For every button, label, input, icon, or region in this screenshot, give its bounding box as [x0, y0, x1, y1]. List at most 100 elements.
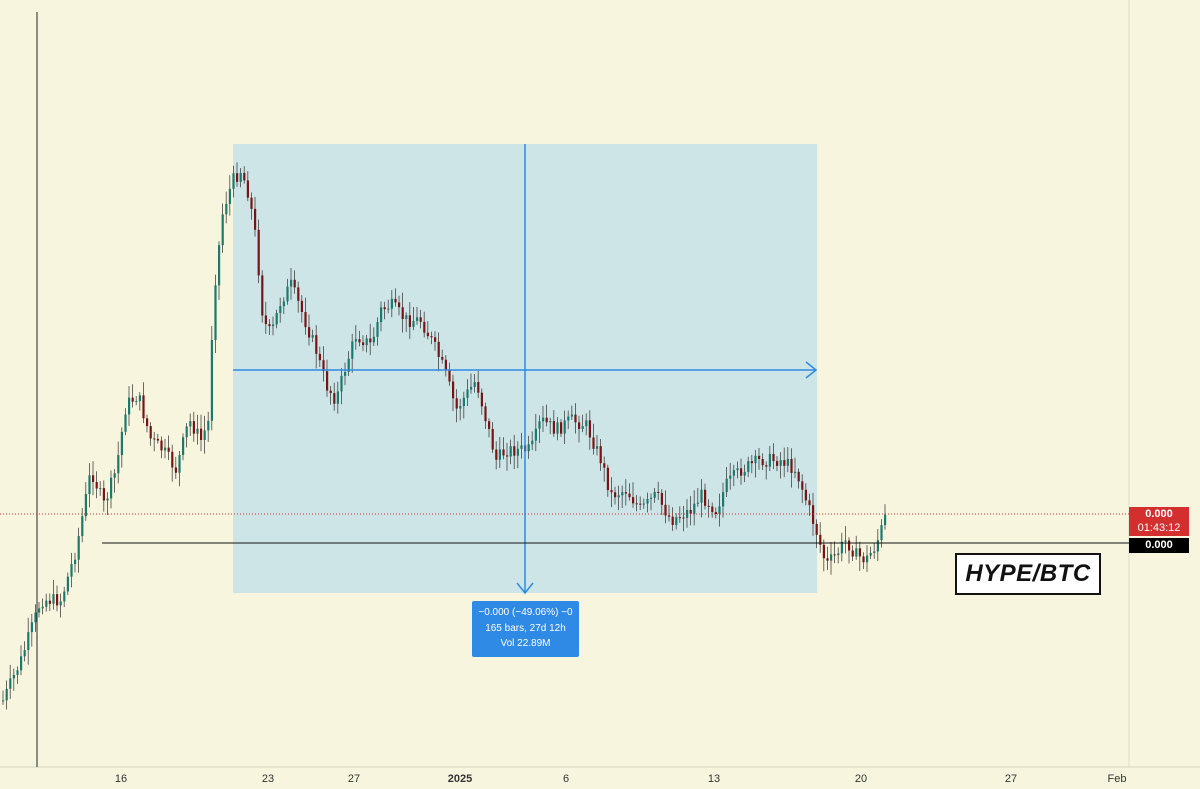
candle-body: [761, 458, 764, 466]
candle-body: [581, 426, 584, 429]
candle-body: [189, 421, 192, 427]
candle-body: [344, 371, 347, 376]
candle-body: [750, 461, 753, 464]
candle-body: [527, 444, 530, 452]
candle-body: [182, 437, 185, 455]
measure-down-arrowhead: [516, 582, 534, 595]
candle-body: [866, 555, 869, 563]
candle-body: [156, 438, 159, 441]
candle-body: [772, 453, 775, 462]
candle-body: [776, 461, 779, 466]
candle-body: [171, 451, 174, 468]
candle-body: [545, 417, 548, 423]
candle-countdown-label: 01:43:12: [1129, 521, 1189, 536]
candle-body: [74, 559, 77, 565]
candle-body: [225, 203, 228, 215]
measure-right-arrowhead: [805, 361, 818, 379]
candle-body: [16, 670, 19, 675]
candle-body: [470, 386, 473, 390]
candle-body: [869, 552, 872, 556]
candle-body: [311, 335, 314, 338]
candle-body: [329, 390, 332, 394]
candle-body: [570, 414, 573, 417]
support-price-label: 0.000: [1129, 538, 1189, 553]
candle-body: [732, 470, 735, 476]
candle-body: [462, 397, 465, 407]
candle-body: [855, 548, 858, 557]
candle-body: [30, 622, 33, 633]
candle-body: [412, 320, 415, 327]
candle-body: [426, 332, 429, 337]
candle-body: [131, 397, 134, 402]
x-tick-label: 13: [708, 773, 720, 785]
candle-body: [743, 471, 746, 476]
candle-body: [444, 359, 447, 370]
candle-body: [27, 632, 30, 651]
candle-body: [617, 495, 620, 498]
pair-label[interactable]: HYPE/BTC: [955, 553, 1101, 595]
current-price-label: 0.000: [1129, 507, 1189, 522]
candle-body: [498, 449, 501, 460]
candle-body: [218, 245, 221, 286]
candle-body: [797, 471, 800, 482]
candle-body: [876, 540, 879, 552]
candle-body: [372, 336, 375, 343]
candle-body: [77, 536, 80, 560]
candle-body: [272, 324, 275, 327]
candle-body: [290, 279, 293, 287]
candle-body: [549, 421, 552, 423]
candle-body: [203, 430, 206, 440]
candle-body: [650, 497, 653, 499]
candle-body: [826, 558, 829, 561]
candle-body: [376, 322, 379, 337]
candle-body: [758, 455, 761, 459]
candle-body: [624, 492, 627, 494]
candle-body: [102, 488, 105, 501]
candle-body: [754, 455, 757, 464]
candle-body: [466, 389, 469, 398]
candle-body: [837, 553, 840, 556]
candle-body: [740, 468, 743, 476]
candle-body: [160, 440, 163, 451]
x-tick-label: Feb: [1108, 773, 1127, 785]
x-tick-label-year: 2025: [448, 773, 472, 785]
candle-body: [228, 188, 231, 204]
candle-body: [84, 494, 87, 517]
candle-body: [473, 382, 476, 387]
candle-body: [646, 498, 649, 504]
candle-body: [178, 454, 181, 473]
candle-body: [56, 594, 59, 606]
candle-body: [369, 338, 372, 343]
candle-body: [38, 608, 41, 613]
candle-body: [243, 172, 246, 181]
candle-body: [398, 302, 401, 308]
candle-body: [239, 172, 242, 182]
candle-body: [779, 460, 782, 466]
candle-body: [95, 481, 98, 489]
candle-body: [318, 353, 321, 361]
candle-body: [293, 279, 296, 288]
candle-body: [862, 556, 865, 563]
candle-body: [110, 477, 113, 499]
candle-body: [700, 489, 703, 503]
candle-body: [783, 460, 786, 466]
candle-body: [880, 525, 883, 541]
candle-body: [113, 473, 116, 478]
candle-body: [660, 492, 663, 505]
candle-body: [653, 491, 656, 498]
candle-body: [520, 445, 523, 449]
candle-body: [830, 554, 833, 561]
candle-body: [459, 406, 462, 409]
candle-body: [563, 420, 566, 434]
candle-body: [725, 478, 728, 493]
candle-body: [693, 503, 696, 514]
candle-body: [354, 339, 357, 342]
candle-body: [92, 475, 95, 482]
measure-info-box: −0.000 (−49.06%) −0 165 bars, 27d 12h Vo…: [472, 601, 579, 657]
candle-body: [599, 446, 602, 464]
candle-body: [790, 458, 793, 473]
candle-body: [488, 421, 491, 429]
candle-body: [671, 516, 674, 525]
candle-body: [516, 448, 519, 456]
